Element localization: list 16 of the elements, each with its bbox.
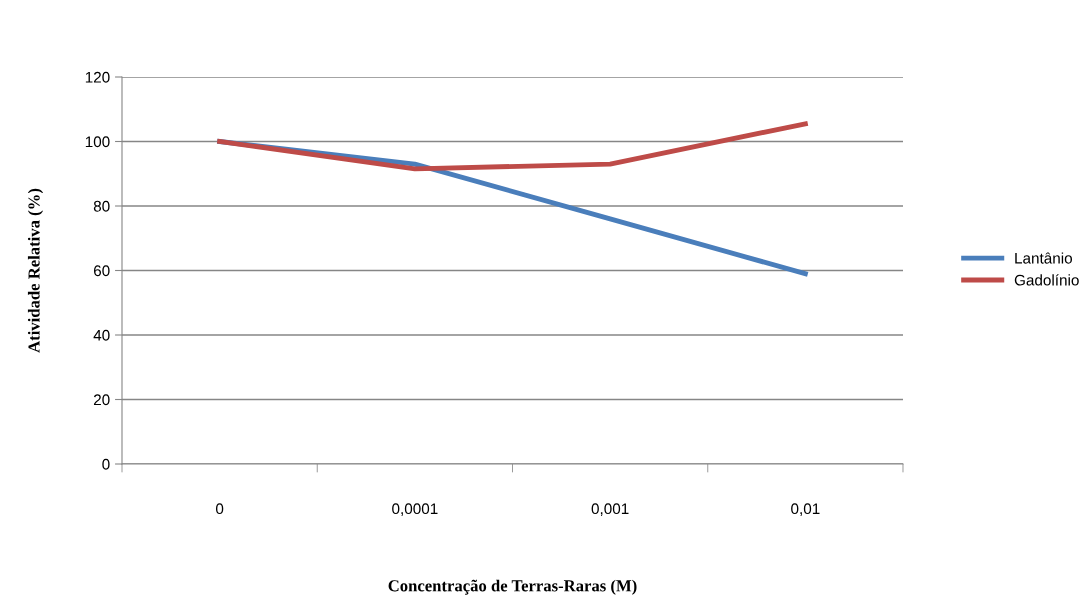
legend-label: Gadolínio xyxy=(1014,274,1079,286)
legend-label: Lantânio xyxy=(1015,252,1073,264)
y-tick-label: 0 xyxy=(102,458,110,470)
y-tick-label: 40 xyxy=(93,329,110,341)
y-tick-label: 20 xyxy=(93,394,110,406)
x-tick-label: 0 xyxy=(215,503,224,515)
x-tick-label: 0,001 xyxy=(591,503,629,516)
y-tick-label: 80 xyxy=(93,200,110,212)
x-axis-title: Concentração de Terras-Raras (M) xyxy=(388,579,637,595)
x-tick-label: 0,01 xyxy=(791,503,820,516)
y-tick-label: 120 xyxy=(85,71,110,83)
line-series xyxy=(217,121,808,172)
y-axis-title: Atividade Relativa (%) xyxy=(27,188,44,353)
x-tick-label: 0,0001 xyxy=(392,503,438,516)
y-tick-label: 100 xyxy=(85,136,110,148)
y-tick-label: 60 xyxy=(93,265,110,277)
